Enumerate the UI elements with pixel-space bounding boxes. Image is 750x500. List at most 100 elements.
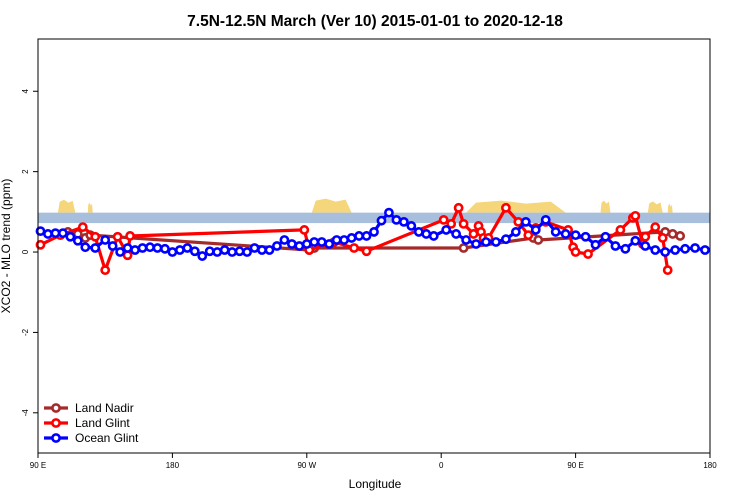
data-point <box>145 242 155 253</box>
data-point <box>398 216 409 227</box>
data-point <box>234 246 245 257</box>
data-point <box>650 222 661 233</box>
data-point <box>189 246 200 257</box>
series-ocean-glint <box>35 207 710 261</box>
data-point <box>212 247 223 257</box>
x-tick-label: 180 <box>166 461 180 470</box>
land-shape <box>466 200 566 213</box>
data-point <box>533 235 544 245</box>
data-point <box>458 218 469 229</box>
data-point <box>107 241 118 251</box>
data-point <box>130 245 140 255</box>
data-point <box>65 231 76 242</box>
data-point <box>570 230 581 241</box>
legend-item: Land Glint <box>44 416 130 430</box>
data-point <box>331 235 342 245</box>
data-point <box>451 229 462 239</box>
data-point <box>72 235 83 246</box>
data-point <box>690 243 700 253</box>
y-tick-label: -2 <box>21 328 30 336</box>
reference-band <box>38 212 710 224</box>
data-point <box>354 231 364 241</box>
data-point <box>391 214 402 225</box>
data-point <box>294 241 305 251</box>
data-point <box>670 245 681 255</box>
data-point <box>204 246 215 257</box>
data-point <box>197 251 208 261</box>
data-point <box>125 231 135 241</box>
y-axis-label: XCO2 - MLO trend (ppm) <box>0 179 13 314</box>
data-point <box>570 247 581 257</box>
data-point <box>530 225 541 235</box>
data-point <box>152 243 163 253</box>
legend-label: Land Nadir <box>75 401 134 415</box>
data-point <box>660 247 671 257</box>
band <box>38 212 710 224</box>
land-shape <box>57 199 76 213</box>
x-tick-label: 180 <box>703 461 717 470</box>
data-point <box>406 221 417 231</box>
data-point <box>650 245 661 255</box>
data-point <box>657 233 668 243</box>
data-point <box>540 214 551 225</box>
x-tick-label: 0 <box>439 461 444 470</box>
data-point <box>77 222 88 233</box>
data-point <box>583 249 593 259</box>
data-point <box>501 202 511 213</box>
data-point <box>523 230 534 241</box>
land-shape <box>600 200 611 213</box>
data-point <box>438 214 449 225</box>
data-point <box>428 231 439 241</box>
data-point <box>349 243 359 253</box>
data-point <box>339 235 350 245</box>
data-point <box>57 228 68 239</box>
data-point <box>441 225 452 235</box>
data-point <box>413 227 424 237</box>
data-point <box>600 231 611 242</box>
legend-marker <box>51 403 61 413</box>
data-point <box>421 229 432 239</box>
data-point <box>100 265 111 276</box>
x-tick-label: 90 W <box>297 461 316 470</box>
y-tick-label: 2 <box>21 169 30 174</box>
x-tick-label: 90 E <box>30 461 46 470</box>
data-point <box>550 227 561 237</box>
data-point <box>513 216 524 227</box>
data-point <box>249 243 260 253</box>
y-tick-label: 0 <box>21 249 30 254</box>
data-point <box>376 215 387 226</box>
data-point <box>35 239 46 250</box>
data-point <box>384 207 394 218</box>
data-point <box>662 265 673 276</box>
data-point <box>90 243 101 253</box>
data-point <box>182 243 193 253</box>
data-point <box>174 245 185 255</box>
data-point <box>369 227 379 237</box>
data-point <box>80 242 91 253</box>
legend-marker <box>51 418 61 428</box>
data-point <box>43 229 53 239</box>
legend-marker <box>51 433 61 443</box>
data-point <box>346 233 357 243</box>
land-shape <box>667 203 673 213</box>
data-point <box>580 231 591 242</box>
data-point <box>640 231 651 242</box>
data-point <box>520 216 531 227</box>
data-point <box>309 237 320 247</box>
data-point <box>264 245 275 255</box>
data-point <box>279 235 290 245</box>
data-point <box>501 234 511 245</box>
data-point <box>219 245 230 255</box>
land-shapes <box>57 198 673 213</box>
land-shape <box>647 201 663 213</box>
data-point <box>122 243 133 253</box>
data-point <box>361 231 372 241</box>
data-point <box>100 235 111 245</box>
data-point <box>50 228 61 239</box>
x-tick-label: 90 E <box>567 461 583 470</box>
series-layer <box>35 202 710 276</box>
data-point <box>286 239 297 249</box>
data-point <box>491 237 501 247</box>
